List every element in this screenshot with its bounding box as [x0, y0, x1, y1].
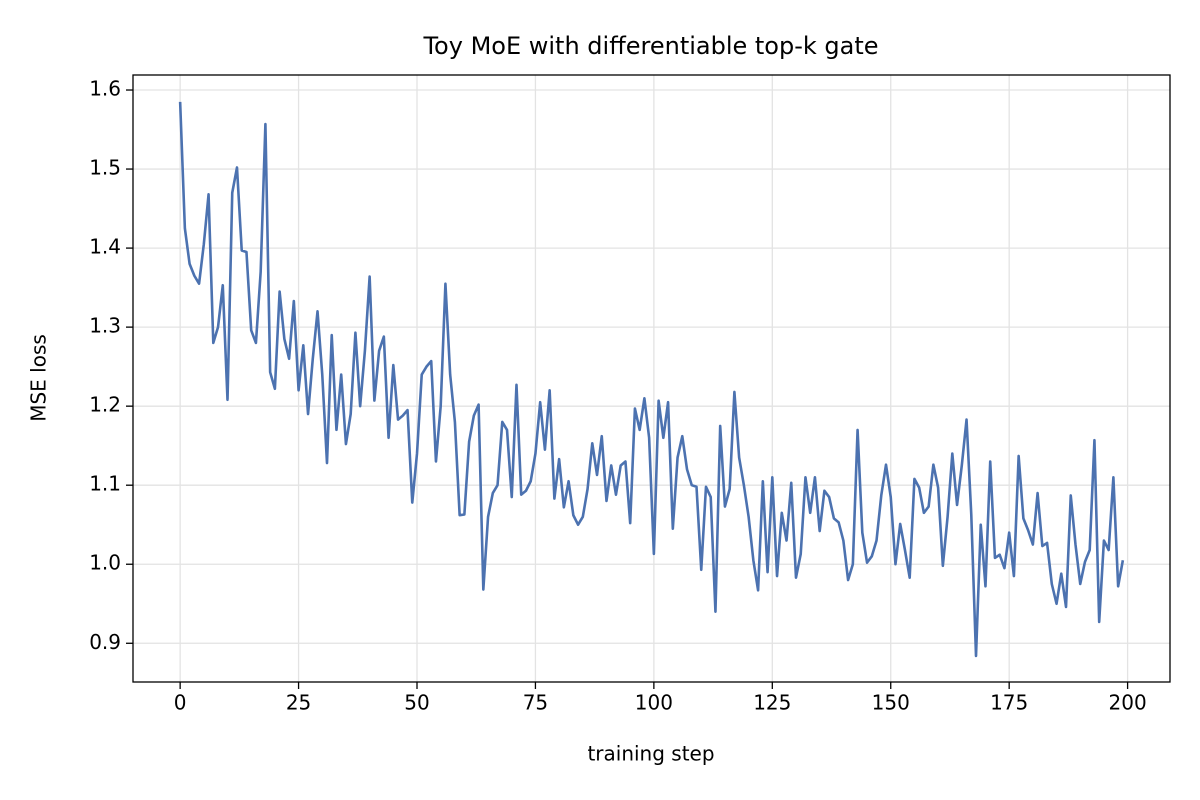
y-tick-label: 1.2 [89, 393, 121, 417]
plot-frame [132, 74, 1171, 683]
x-tick-label: 0 [174, 691, 187, 715]
y-tick-label: 1.5 [89, 156, 121, 180]
x-tick-label: 50 [404, 691, 429, 715]
x-axis-label: training step [587, 742, 714, 766]
y-tick-label: 1.3 [89, 314, 121, 338]
y-tick-label: 1.4 [89, 235, 121, 259]
x-tick-label: 175 [990, 691, 1028, 715]
x-tick-label: 125 [753, 691, 791, 715]
y-tick-label: 0.9 [89, 630, 121, 654]
x-tick-label: 150 [872, 691, 910, 715]
chart-title: Toy MoE with differentiable top-k gate [422, 32, 878, 60]
y-tick-label: 1.1 [89, 472, 121, 496]
data-line [178, 101, 1125, 658]
x-tick-label: 25 [286, 691, 311, 715]
y-axis-label: MSE loss [27, 334, 51, 422]
x-tick-label: 100 [635, 691, 673, 715]
x-tick-label: 75 [523, 691, 548, 715]
x-tick-label: 200 [1109, 691, 1147, 715]
y-tick-label: 1.6 [89, 77, 121, 101]
y-tick-label: 1.0 [89, 551, 121, 575]
